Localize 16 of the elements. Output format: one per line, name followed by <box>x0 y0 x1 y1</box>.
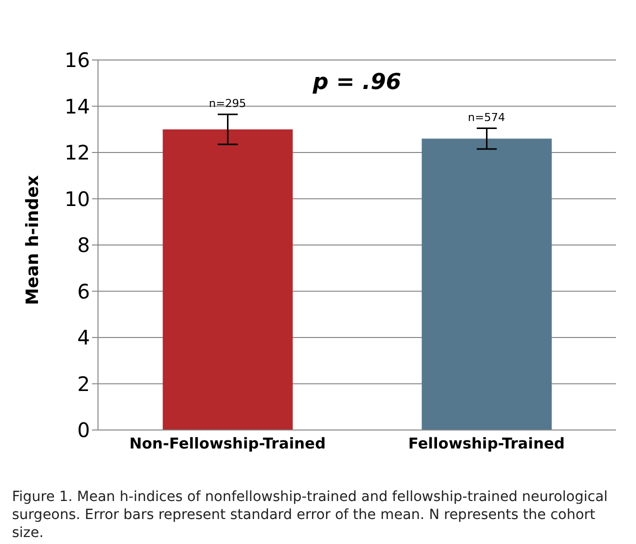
y-axis-title: Mean h-index <box>23 175 44 305</box>
x-tick-label: Fellowship-Trained <box>408 434 565 453</box>
y-tick-label: 0 <box>77 418 90 442</box>
y-tick-label: 4 <box>77 326 90 350</box>
x-tick-label: Non-Fellowship-Trained <box>129 434 326 453</box>
y-tick-label: 6 <box>77 279 90 304</box>
annotation: n=574 <box>468 111 506 124</box>
annotation: p = .96 <box>312 70 402 95</box>
y-tick-label: 10 <box>64 186 90 211</box>
y-tick-label: 16 <box>64 48 90 72</box>
y-tick-label: 2 <box>77 372 90 396</box>
y-tick-label: 12 <box>64 140 90 165</box>
caption: Figure 1. Mean h-indices of nonfellowship-trained and fellowship-trained neurological surgeons. Error bars represent standard error of the mean. N represents the cohort size. <box>11 488 609 542</box>
annotation: n=295 <box>208 97 246 110</box>
y-tick-label: 8 <box>77 233 90 258</box>
y-tick-label: 14 <box>64 94 90 118</box>
